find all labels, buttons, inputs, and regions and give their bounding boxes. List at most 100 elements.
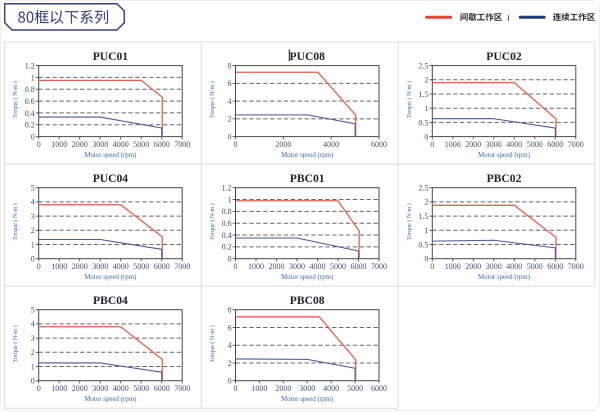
svg-text:6000: 6000 — [154, 140, 170, 149]
svg-text:PBC04: PBC04 — [93, 294, 128, 307]
svg-text:2: 2 — [31, 348, 35, 357]
svg-text:8: 8 — [228, 61, 232, 70]
svg-text:6000: 6000 — [154, 262, 170, 271]
svg-text:5000: 5000 — [133, 262, 149, 271]
svg-text:4: 4 — [31, 320, 35, 329]
svg-text:4000: 4000 — [113, 262, 129, 271]
svg-text:2: 2 — [31, 226, 35, 235]
svg-text:Motor speed (rpm): Motor speed (rpm) — [478, 152, 530, 159]
svg-text:2000: 2000 — [269, 262, 285, 271]
svg-text:0: 0 — [31, 132, 35, 141]
svg-text:1000: 1000 — [445, 140, 461, 149]
svg-text:1000: 1000 — [51, 262, 67, 271]
svg-text:6000: 6000 — [371, 384, 387, 393]
svg-text:PUC02: PUC02 — [486, 50, 522, 63]
svg-text:1000: 1000 — [51, 384, 67, 393]
svg-text:3000: 3000 — [92, 140, 108, 149]
svg-text:1: 1 — [424, 226, 428, 235]
svg-text:1.2: 1.2 — [222, 184, 232, 193]
svg-text:0.4: 0.4 — [222, 231, 232, 240]
svg-text:5000: 5000 — [133, 140, 149, 149]
svg-text:1: 1 — [228, 195, 232, 204]
svg-text:3000: 3000 — [486, 140, 502, 149]
svg-text:0.4: 0.4 — [25, 109, 35, 118]
svg-text:3: 3 — [31, 334, 35, 343]
svg-text:3000: 3000 — [92, 384, 108, 393]
svg-text:1000: 1000 — [251, 384, 267, 393]
svg-text:PBC01: PBC01 — [290, 172, 325, 185]
svg-text:6: 6 — [228, 79, 232, 88]
svg-text:2.5: 2.5 — [418, 184, 428, 193]
svg-text:2000: 2000 — [72, 140, 88, 149]
svg-text:0: 0 — [31, 377, 35, 386]
svg-text:3000: 3000 — [92, 262, 108, 271]
svg-text:2: 2 — [228, 359, 232, 368]
svg-text:6000: 6000 — [371, 140, 387, 149]
svg-text:0: 0 — [228, 377, 232, 386]
svg-text:1.5: 1.5 — [418, 90, 428, 99]
svg-text:Torque ( N-m ): Torque ( N-m ) — [12, 325, 19, 362]
svg-text:2: 2 — [228, 115, 232, 124]
svg-text:2000: 2000 — [275, 384, 291, 393]
svg-text:Torque ( N-m ): Torque ( N-m ) — [12, 81, 19, 118]
svg-text:6000: 6000 — [547, 262, 563, 271]
svg-text:Torque ( N-m ): Torque ( N-m ) — [209, 325, 216, 362]
svg-text:0.5: 0.5 — [418, 118, 428, 127]
svg-text:4000: 4000 — [506, 262, 522, 271]
svg-text:5000: 5000 — [133, 384, 149, 393]
svg-text:0: 0 — [228, 255, 232, 264]
svg-text:7000: 7000 — [174, 140, 190, 149]
svg-text:1000: 1000 — [51, 140, 67, 149]
svg-text:0: 0 — [424, 255, 428, 264]
svg-text:5000: 5000 — [347, 384, 363, 393]
svg-text:PUC04: PUC04 — [93, 172, 129, 185]
svg-text:Motor speed (rpm): Motor speed (rpm) — [281, 396, 333, 403]
svg-text:2.5: 2.5 — [418, 61, 428, 70]
svg-text:Torque ( N-m ): Torque ( N-m ) — [209, 81, 216, 118]
svg-text:0: 0 — [31, 255, 35, 264]
svg-text:PBC02: PBC02 — [487, 172, 522, 185]
svg-text:PUC01: PUC01 — [93, 50, 129, 63]
svg-text:0.5: 0.5 — [418, 240, 428, 249]
svg-text:0: 0 — [430, 262, 434, 271]
svg-text:0.2: 0.2 — [222, 243, 232, 252]
svg-text:0: 0 — [424, 132, 428, 141]
svg-text:3000: 3000 — [289, 262, 305, 271]
svg-text:5000: 5000 — [527, 262, 543, 271]
svg-text:6000: 6000 — [547, 140, 563, 149]
svg-text:Torque ( N-m ): Torque ( N-m ) — [209, 203, 216, 240]
svg-text:Torque ( N-m ): Torque ( N-m ) — [12, 203, 19, 240]
svg-text:1000: 1000 — [445, 262, 461, 271]
svg-text:2: 2 — [424, 76, 428, 85]
svg-text:5: 5 — [31, 184, 35, 193]
svg-text:6: 6 — [228, 323, 232, 332]
svg-text:0: 0 — [234, 262, 238, 271]
svg-text:0: 0 — [228, 132, 232, 141]
svg-text:Motor speed (rpm): Motor speed (rpm) — [478, 274, 530, 281]
svg-text:0.6: 0.6 — [222, 219, 232, 228]
svg-text:0: 0 — [37, 262, 41, 271]
svg-text:0.6: 0.6 — [25, 97, 35, 106]
svg-text:4000: 4000 — [113, 140, 129, 149]
svg-text:5000: 5000 — [527, 140, 543, 149]
svg-text:0: 0 — [430, 140, 434, 149]
svg-text:6000: 6000 — [351, 262, 367, 271]
svg-text:7000: 7000 — [568, 262, 584, 271]
svg-text:8: 8 — [228, 306, 232, 315]
svg-text:4: 4 — [228, 97, 232, 106]
svg-text:0: 0 — [37, 140, 41, 149]
svg-text:5: 5 — [31, 306, 35, 315]
svg-text:0: 0 — [37, 384, 41, 393]
svg-text:2000: 2000 — [72, 384, 88, 393]
svg-text:2000: 2000 — [465, 262, 481, 271]
svg-text:4000: 4000 — [113, 384, 129, 393]
svg-text:0: 0 — [234, 140, 238, 149]
svg-text:0: 0 — [234, 384, 238, 393]
svg-text:2000: 2000 — [275, 140, 291, 149]
svg-text:3: 3 — [31, 212, 35, 221]
svg-text:4000: 4000 — [310, 262, 326, 271]
svg-text:1: 1 — [424, 104, 428, 113]
svg-text:1.2: 1.2 — [25, 61, 35, 70]
svg-text:3000: 3000 — [299, 384, 315, 393]
svg-text:7000: 7000 — [568, 140, 584, 149]
